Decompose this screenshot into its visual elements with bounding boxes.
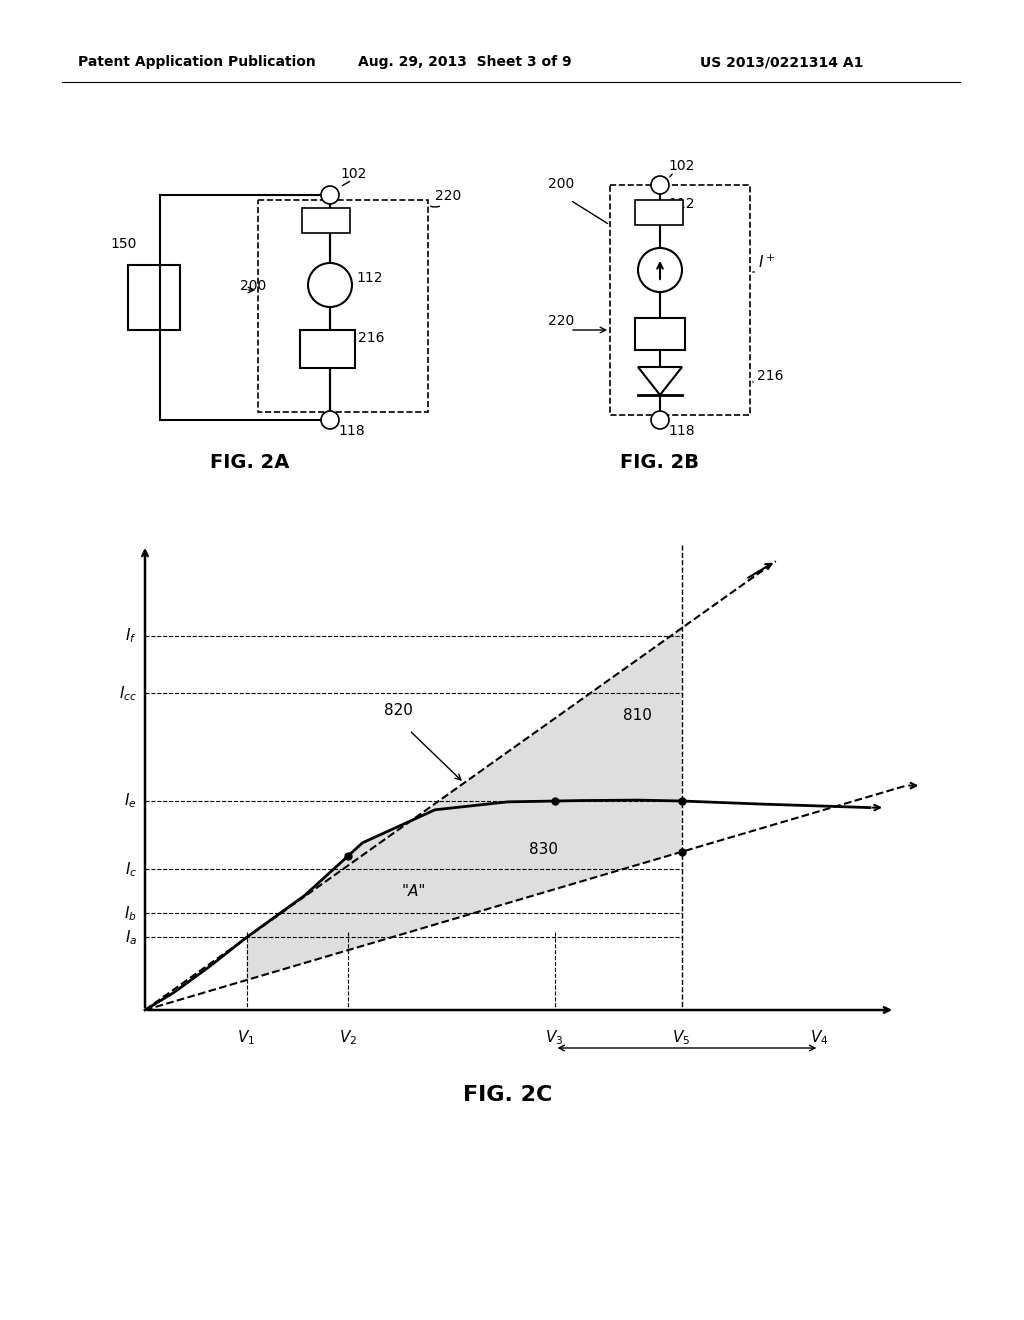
Text: 830: 830: [529, 842, 558, 857]
Text: 118: 118: [338, 424, 365, 438]
Text: 102: 102: [668, 158, 694, 173]
Text: 112: 112: [668, 197, 694, 211]
Circle shape: [321, 411, 339, 429]
Bar: [258, 201, 428, 412]
Text: $I_{cc}$: $I_{cc}$: [119, 684, 137, 702]
Text: 810: 810: [624, 708, 652, 722]
Bar: [128, 265, 180, 330]
Circle shape: [321, 186, 339, 205]
Text: $I_b$: $I_b$: [124, 904, 137, 923]
Circle shape: [651, 411, 669, 429]
Text: FIG. 2A: FIG. 2A: [210, 453, 290, 473]
Text: $I_a$: $I_a$: [125, 928, 137, 946]
Text: 102: 102: [340, 168, 367, 181]
Text: 200: 200: [240, 279, 266, 293]
Text: $I^+$: $I^+$: [758, 253, 775, 271]
Text: Patent Application Publication: Patent Application Publication: [78, 55, 315, 69]
Text: $V_3$: $V_3$: [546, 1028, 564, 1047]
Bar: [610, 185, 750, 414]
Text: $V_5$: $V_5$: [673, 1028, 690, 1047]
Text: 118: 118: [668, 424, 694, 438]
Text: 216: 216: [757, 370, 783, 383]
Text: $V_4$: $V_4$: [810, 1028, 828, 1047]
Text: Aug. 29, 2013  Sheet 3 of 9: Aug. 29, 2013 Sheet 3 of 9: [358, 55, 571, 69]
Text: $V_1$: $V_1$: [238, 1028, 256, 1047]
Bar: [635, 201, 683, 224]
Text: FIG. 2B: FIG. 2B: [621, 453, 699, 473]
Bar: [635, 318, 685, 350]
Circle shape: [651, 176, 669, 194]
Text: FIG. 2C: FIG. 2C: [463, 1085, 552, 1105]
Text: 112: 112: [356, 271, 383, 285]
Bar: [302, 209, 350, 234]
Text: 150: 150: [110, 238, 136, 251]
Polygon shape: [638, 367, 682, 395]
Text: $V_2$: $V_2$: [339, 1028, 357, 1047]
Text: 220: 220: [548, 314, 574, 327]
Text: $I_e$: $I_e$: [125, 792, 137, 810]
Polygon shape: [412, 628, 682, 820]
Polygon shape: [247, 800, 682, 979]
Circle shape: [638, 248, 682, 292]
Circle shape: [308, 263, 352, 308]
Text: 820: 820: [384, 704, 413, 718]
Bar: [300, 330, 355, 368]
Text: 200: 200: [548, 177, 574, 191]
Text: US 2013/0221314 A1: US 2013/0221314 A1: [700, 55, 863, 69]
Text: $I_f$: $I_f$: [125, 627, 137, 645]
Text: $I_c$: $I_c$: [125, 859, 137, 879]
Text: 220: 220: [435, 189, 461, 203]
Text: 216: 216: [358, 331, 384, 345]
Text: "A": "A": [401, 883, 425, 899]
